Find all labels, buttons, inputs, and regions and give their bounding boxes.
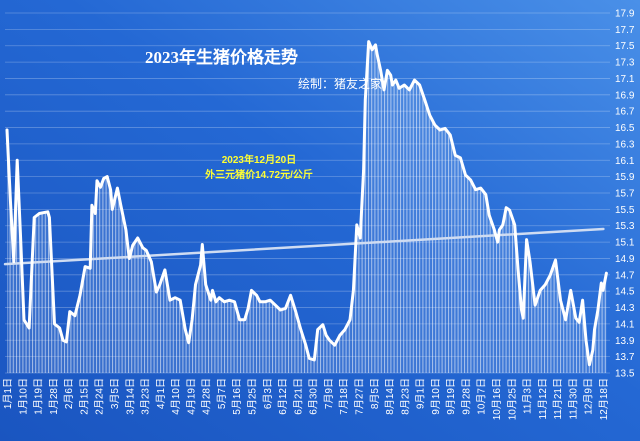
y-tick-label: 13.5: [615, 369, 635, 380]
y-tick-label: 16.9: [615, 90, 635, 101]
x-tick-label: 10月7日: [476, 378, 488, 415]
x-tick-label: 12月18日: [598, 378, 610, 420]
x-tick-label: 8月5日: [369, 378, 381, 409]
y-tick-label: 15.7: [615, 189, 635, 200]
x-tick-label: 5月7日: [216, 378, 228, 409]
x-tick-label: 11月3日: [522, 378, 534, 414]
x-tick-label: 7月18日: [338, 378, 350, 415]
y-tick-label: 17.7: [615, 25, 635, 36]
x-tick-label: 1月28日: [48, 378, 60, 415]
x-tick-label: 3月5日: [109, 378, 121, 409]
y-tick-label: 14.1: [615, 319, 635, 330]
x-axis-labels: 1月1日 1月10日 1月19日 1月28日 2月6日 2月15日 2月24日 3月5日 3月1…: [2, 378, 610, 420]
chart-title: 2023年生猪价格走势: [145, 47, 298, 67]
price-area: [7, 41, 607, 373]
trend-line: [3, 227, 605, 266]
x-tick-label: 8月14日: [384, 378, 396, 415]
x-tick-label: 4月10日: [170, 378, 182, 415]
y-tick-label: 15.1: [615, 238, 635, 249]
x-tick-label: 9月1日: [415, 378, 427, 409]
chart-credit: 绘制：猪友之家: [298, 76, 382, 91]
x-tick-label: 9月19日: [445, 378, 457, 415]
x-tick-label: 6月12日: [277, 378, 289, 415]
x-tick-label: 2月15日: [78, 378, 90, 415]
x-tick-label: 11月21日: [552, 378, 564, 420]
y-tick-label: 16.7: [615, 107, 635, 118]
y-tick-label: 15.9: [615, 172, 635, 183]
x-tick-label: 8月23日: [399, 378, 411, 415]
y-tick-label: 14.7: [615, 270, 635, 281]
x-tick-label: 2月6日: [63, 378, 75, 409]
y-tick-label: 15.3: [615, 221, 635, 232]
x-tick-label: 7月9日: [323, 378, 335, 409]
x-tick-label: 4月1日: [155, 378, 167, 409]
x-tick-label: 3月14日: [124, 378, 136, 415]
annotation-price: 外三元猪价14.72元/公斤: [204, 168, 313, 181]
y-tick-label: 15.5: [615, 205, 635, 216]
x-tick-label: 2月24日: [94, 378, 106, 415]
y-tick-label: 14.3: [615, 303, 635, 314]
y-tick-label: 17.3: [615, 58, 635, 69]
x-tick-label: 5月16日: [231, 378, 243, 415]
x-tick-label: 6月21日: [292, 378, 304, 415]
x-tick-label: 1月10日: [17, 378, 29, 415]
y-tick-label: 16.1: [615, 156, 635, 167]
x-tick-label: 4月28日: [201, 378, 213, 415]
y-tick-label: 13.9: [615, 336, 635, 347]
x-tick-label: 5月25日: [247, 378, 259, 415]
x-tick-label: 11月30日: [567, 378, 579, 420]
x-tick-label: 7月27日: [353, 378, 365, 415]
price-line: [5, 40, 608, 367]
y-tick-label: 13.7: [615, 352, 635, 363]
y-tick-label: 17.9: [615, 9, 635, 20]
x-tick-label: 3月23日: [140, 378, 152, 415]
x-tick-label: 10月25日: [506, 378, 518, 420]
y-tick-label: 16.3: [615, 139, 635, 150]
annotation-date: 2023年12月20日: [222, 153, 297, 166]
y-tick-label: 16.5: [615, 123, 635, 134]
x-tick-label: 12月9日: [583, 378, 595, 415]
x-tick-label: 1月19日: [33, 378, 45, 415]
y-tick-label: 14.9: [615, 254, 635, 265]
x-tick-label: 10月16日: [491, 378, 503, 420]
y-tick-label: 17.5: [615, 41, 635, 52]
x-tick-label: 6月30日: [308, 378, 320, 415]
x-tick-label: 1月1日: [2, 378, 14, 409]
x-tick-label: 6月3日: [262, 378, 274, 409]
y-tick-label: 14.5: [615, 287, 635, 298]
x-tick-label: 4月19日: [185, 378, 197, 415]
y-tick-label: 17.1: [615, 74, 635, 85]
y-axis-labels: 13.5 13.7 13.9 14.1 14.3 14.5 14.7 14.9 15.1 15.3…: [615, 9, 635, 380]
x-tick-label: 11月12日: [537, 378, 549, 420]
x-tick-label: 9月28日: [460, 378, 472, 415]
x-tick-label: 9月10日: [430, 378, 442, 415]
